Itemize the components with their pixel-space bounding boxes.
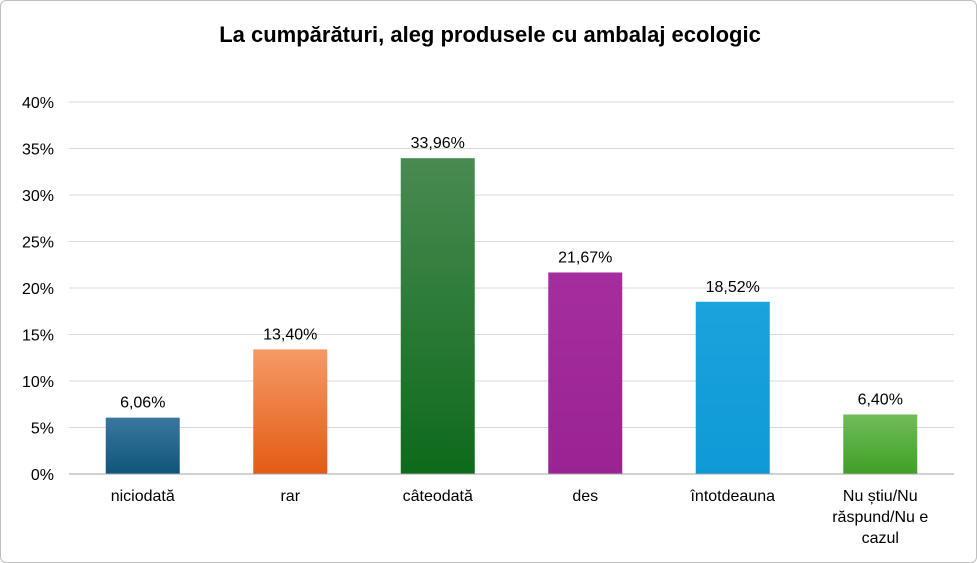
y-tick-label: 10%	[22, 374, 54, 391]
data-label: 13,40%	[263, 326, 317, 343]
y-tick-label: 5%	[31, 421, 54, 438]
y-tick-label: 0%	[31, 467, 54, 484]
bar	[548, 272, 623, 474]
bar	[695, 301, 770, 474]
x-tick-label: întotdeauna	[689, 488, 775, 505]
y-tick-label: 35%	[22, 142, 54, 159]
bars	[105, 158, 918, 474]
data-label: 21,67%	[558, 249, 612, 266]
data-label: 33,96%	[411, 135, 465, 152]
y-tick-label: 30%	[22, 188, 54, 205]
x-tick-label: Nu știu/Nu răspund/Nu e cazul	[832, 488, 928, 547]
y-tick-label: 20%	[22, 281, 54, 298]
data-labels: 6,06% 13,40% 33,96% 21,67% 18,52% 6,40%	[120, 135, 903, 411]
y-axis-ticks: 0% 5% 10% 15% 20% 25% 30% 35% 40%	[22, 95, 54, 484]
bar	[105, 417, 180, 474]
y-tick-label: 25%	[22, 235, 54, 252]
chart-title: La cumpărături, aleg produsele cu ambala…	[219, 22, 761, 47]
x-tick-label: des	[572, 488, 598, 505]
x-tick-label: niciodată	[111, 488, 175, 505]
x-tick-label: rar	[280, 488, 300, 505]
data-label: 18,52%	[706, 279, 760, 296]
y-tick-label: 15%	[22, 328, 54, 345]
gridlines	[69, 101, 954, 428]
x-tick-label: câteodată	[403, 488, 473, 505]
y-tick-label: 40%	[22, 95, 54, 112]
data-label: 6,06%	[120, 395, 165, 412]
bar	[400, 158, 475, 474]
bar	[253, 349, 328, 474]
bar	[843, 414, 918, 474]
x-axis-categories: niciodată rar câteodată des întotdeauna Nu șt…	[111, 488, 929, 547]
data-label: 6,40%	[858, 391, 903, 408]
